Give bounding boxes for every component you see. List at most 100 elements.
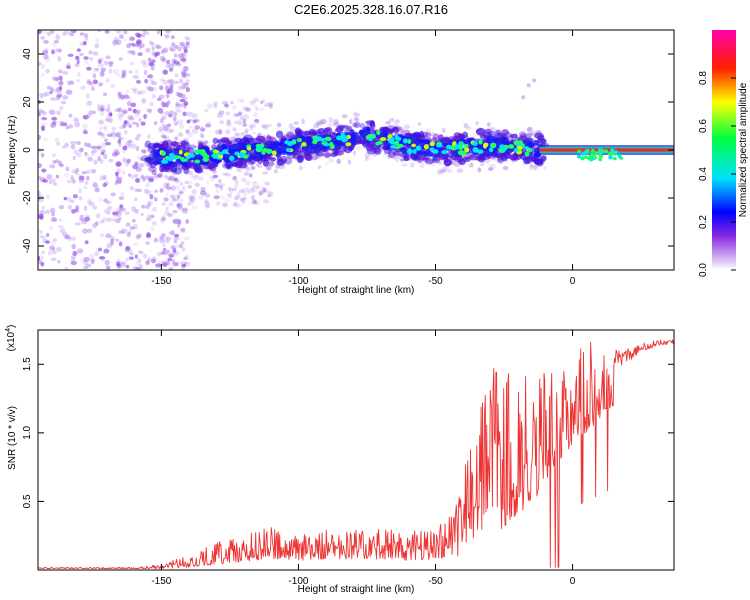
spectrogram-speckle xyxy=(38,30,42,35)
spectrogram-speckle xyxy=(266,193,272,198)
spectrogram-speckle xyxy=(132,242,140,247)
spectrogram-speckle xyxy=(174,177,180,183)
spectrogram-speckle xyxy=(100,67,106,73)
snr-xtick-label: -150 xyxy=(151,576,171,587)
spectrogram-core xyxy=(418,150,424,156)
spectrogram-speckle xyxy=(49,245,56,251)
spectrogram-speckle xyxy=(397,155,402,160)
spectrogram-speckle xyxy=(228,188,234,194)
spectrogram-speckle xyxy=(529,163,534,168)
spectrogram-speckle xyxy=(116,131,122,136)
spectrogram-speckle xyxy=(116,72,121,78)
spectrogram-speckle xyxy=(121,72,126,77)
spectrogram-speckle xyxy=(133,223,139,230)
spectrogram-core xyxy=(438,146,445,152)
spectrogram-speckle xyxy=(253,118,260,124)
spectrogram-speckle xyxy=(259,107,265,111)
spectrogram-peak xyxy=(472,141,478,146)
spectrogram-speckle xyxy=(46,173,53,180)
spectrogram-speckle xyxy=(101,217,108,223)
spectrogram-peak xyxy=(523,146,530,150)
spectrogram-speckle xyxy=(127,143,132,149)
spectrogram-speckle xyxy=(90,258,95,264)
spectrogram-speckle xyxy=(59,75,63,82)
spectrogram-speckle xyxy=(164,85,170,91)
spectrogram-core xyxy=(350,140,357,147)
spectrogram-speckle xyxy=(128,116,135,121)
spectrogram-core xyxy=(175,157,181,164)
spectrogram-speckle xyxy=(105,233,112,239)
spectrogram-speckle xyxy=(237,120,243,126)
spectrogram-speckle xyxy=(184,180,189,185)
spectrogram-speckle xyxy=(174,45,179,49)
spectrogram-speckle xyxy=(116,208,122,213)
spectrogram-speckle xyxy=(261,124,268,129)
spectrogram-speckle xyxy=(245,107,252,113)
spectrogram-speckle xyxy=(151,170,157,176)
spectrogram-speckle xyxy=(123,129,128,135)
spectrogram-speckle xyxy=(203,140,209,145)
spectrogram-speckle xyxy=(130,102,137,108)
spectrogram-speckle xyxy=(141,32,146,38)
spectrogram-speckle xyxy=(162,135,167,140)
spectrogram-speckle xyxy=(234,195,240,201)
spectrogram-speckle xyxy=(115,39,122,45)
spectrogram-speckle xyxy=(243,171,251,176)
spectrogram-speckle xyxy=(245,180,251,186)
spectrogram-dip xyxy=(610,148,615,153)
spectrogram-speckle xyxy=(93,51,98,56)
spectrogram-speckle xyxy=(174,250,180,256)
spectrogram-speckle xyxy=(243,113,249,120)
spectrogram-speckle xyxy=(118,204,124,210)
spectrogram-speckle xyxy=(119,34,124,40)
spectrogram-halo xyxy=(403,153,410,160)
spectrogram-speckle xyxy=(63,196,68,201)
spectrogram-speckle xyxy=(112,68,119,74)
spectrogram-speckle xyxy=(100,57,105,62)
spectrogram-speckle xyxy=(51,49,57,55)
spectrogram-speckle xyxy=(57,95,61,100)
spectrogram-speckle xyxy=(242,118,246,124)
spectrogram-speckle xyxy=(242,196,247,201)
spectrogram-speckle xyxy=(117,96,123,100)
spectrogram-peak xyxy=(458,144,464,151)
spectrogram-speckle xyxy=(114,151,121,156)
spectrogram-speckle xyxy=(403,124,411,129)
spectrogram-speckle xyxy=(39,92,44,99)
spectrogram-speckle xyxy=(61,31,67,37)
spectrogram-speckle xyxy=(182,82,189,86)
spectrogram-dip xyxy=(604,149,609,154)
spectrogram-speckle xyxy=(169,48,176,52)
spectrogram-speckle xyxy=(140,212,144,217)
spectrogram-speckle xyxy=(138,264,143,270)
spectrogram-speckle xyxy=(145,182,151,188)
spectrogram-halo xyxy=(403,155,410,162)
spectrogram-speckle xyxy=(42,179,49,183)
spectrogram-speckle xyxy=(48,179,53,185)
spectrogram-speckle xyxy=(113,149,120,154)
spectrogram-speckle xyxy=(71,168,77,174)
spectrogram-speckle xyxy=(168,254,175,258)
spectrogram-speckle xyxy=(395,158,399,163)
spectrogram-speckle xyxy=(77,248,84,254)
spectrogram-speckle xyxy=(354,112,361,118)
spectrogram-speckle xyxy=(102,92,107,97)
spectrogram-peak xyxy=(315,136,322,141)
spectrogram-speckle xyxy=(190,174,195,180)
spectrogram-speckle xyxy=(84,216,91,222)
spectrogram-speckle xyxy=(354,117,360,122)
spectrogram-speckle xyxy=(490,163,497,169)
spectrogram-speckle xyxy=(156,45,163,50)
spectrogram-speckle xyxy=(147,200,154,207)
spectrogram-speckle xyxy=(129,256,134,260)
spectrogram-speckle xyxy=(151,221,158,227)
spectrogram-speckle xyxy=(167,257,173,262)
spectrogram-speckle xyxy=(221,183,225,187)
spectrogram-speckle xyxy=(167,212,172,217)
spectrogram-speckle xyxy=(84,240,89,245)
spectrogram-speckle xyxy=(183,236,190,241)
spectrogram-speckle xyxy=(103,198,109,203)
spectrogram-ytick-label: 20 xyxy=(22,96,33,108)
spectrogram-speckle xyxy=(74,55,80,60)
spectrogram-speckle xyxy=(263,188,270,194)
